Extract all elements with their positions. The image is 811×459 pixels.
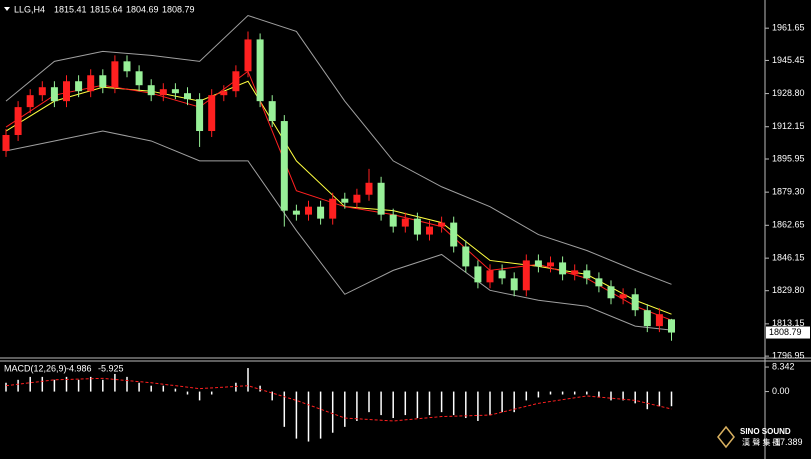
candle-body — [2, 134, 10, 151]
candle-body — [232, 71, 240, 92]
candle-body — [547, 262, 554, 267]
y-tick-label: 1879.30 — [772, 187, 805, 197]
candle-body — [111, 61, 119, 88]
candle-body — [341, 198, 349, 203]
signal-line — [5, 377, 672, 422]
candle-body — [147, 85, 155, 96]
overlay-line — [5, 80, 672, 315]
candle-body — [171, 89, 179, 94]
candle-body — [474, 266, 482, 283]
candle-body — [486, 270, 494, 283]
candle-body — [377, 182, 385, 215]
y-tick-label: 0.00 — [772, 386, 790, 396]
candle-body — [413, 218, 421, 235]
symbol: LLG,H4 — [14, 4, 45, 14]
candle-body — [123, 61, 131, 72]
candle-body — [14, 107, 22, 135]
y-tick-label: 1846.15 — [772, 253, 805, 263]
candle-body — [38, 87, 46, 96]
y-tick-label: -17.389 — [772, 437, 803, 447]
candle-body — [510, 278, 518, 291]
candle-body — [522, 260, 530, 291]
price-label-bg — [766, 326, 810, 339]
candle-body — [196, 99, 204, 132]
y-tick-label: 1928.80 — [772, 88, 805, 98]
candle-body — [643, 310, 651, 327]
candle-body — [63, 81, 70, 102]
y-tick-label: 8.342 — [772, 361, 795, 371]
y-tick-label: 1862.65 — [772, 220, 805, 230]
candle-body — [292, 210, 300, 215]
candle-body — [534, 260, 542, 267]
candle-body — [220, 91, 228, 96]
candle-body — [595, 278, 603, 287]
candle-body — [619, 294, 627, 299]
candle-body — [329, 198, 337, 219]
candle-body — [607, 286, 615, 299]
overlay-line — [5, 70, 672, 321]
candle-body — [462, 246, 470, 267]
candle-body — [87, 75, 95, 92]
candle-body — [655, 314, 663, 327]
y-tick-label: 1813.15 — [772, 318, 805, 328]
candle-body — [438, 222, 446, 227]
header-low: 1804.69 — [126, 4, 159, 14]
candle-body — [244, 39, 252, 72]
overlay-line — [5, 14, 672, 285]
candle-body — [353, 194, 361, 203]
candle-body — [26, 95, 34, 108]
candle-body — [208, 95, 216, 132]
y-tick-label: 1945.45 — [772, 55, 805, 65]
price-label: 1808.79 — [769, 327, 802, 337]
candle-body — [631, 294, 639, 311]
macd-value: -4.986 — [66, 363, 92, 373]
candle-body — [317, 206, 325, 219]
candle-body — [426, 226, 433, 235]
logo-icon — [717, 425, 735, 449]
y-tick-label: 1912.15 — [772, 121, 805, 131]
header-close: 1808.79 — [162, 4, 195, 14]
y-tick-label: 1829.80 — [772, 285, 805, 295]
candle-body — [668, 319, 675, 333]
candle-body — [450, 222, 458, 247]
signal-value: -5.925 — [98, 363, 124, 373]
candle-body — [571, 270, 579, 275]
candle-body — [268, 101, 276, 122]
candle-body — [99, 75, 107, 88]
candle-body — [401, 218, 409, 227]
candle-body — [498, 270, 506, 279]
y-tick-label: 1895.95 — [772, 153, 805, 163]
logo-subtitle: 漢 聲 集 團 — [742, 437, 781, 447]
overlay-line — [5, 130, 672, 331]
candle-body — [75, 81, 83, 92]
candle-body — [280, 121, 288, 211]
macd-title: MACD(12,26,9) — [4, 363, 67, 373]
candle-body — [159, 89, 167, 96]
candle-body — [135, 71, 143, 86]
y-tick-label: 1961.65 — [772, 23, 805, 33]
candle-body — [365, 182, 373, 195]
header-high: 1815.64 — [90, 4, 123, 14]
candle-body — [559, 262, 567, 275]
candle-body — [305, 206, 312, 215]
candle-body — [50, 87, 58, 102]
menu-arrow — [4, 7, 10, 11]
candle-body — [389, 214, 397, 227]
logo-name: SINO SOUND — [740, 427, 791, 436]
y-tick-label: 1796.95 — [772, 350, 805, 360]
candle-body — [256, 39, 264, 102]
candle-body — [583, 270, 591, 279]
candle-body — [184, 93, 191, 100]
header-open: 1815.41 — [54, 4, 87, 14]
